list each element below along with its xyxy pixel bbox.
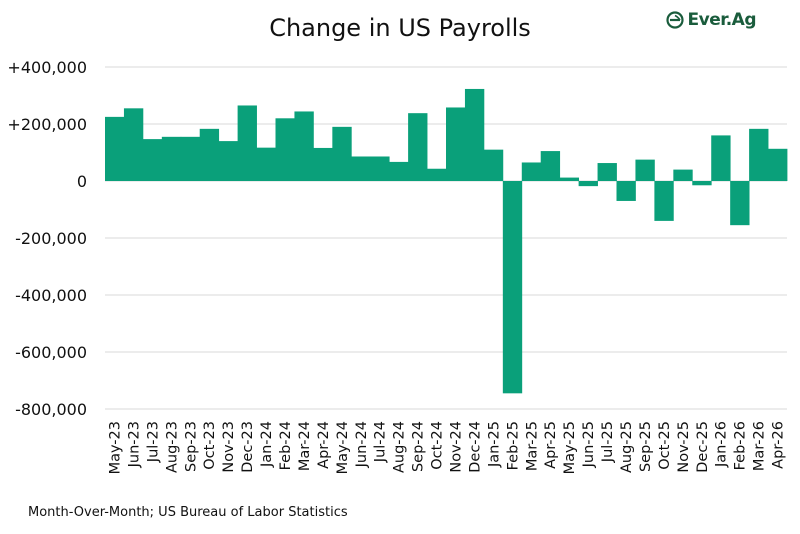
- x-tick-label: Jun-25: [581, 421, 597, 468]
- bar: [540, 151, 561, 181]
- bar: [389, 161, 409, 181]
- bar: [180, 136, 201, 181]
- bar: [332, 126, 352, 181]
- x-tick-label: Mar-25: [524, 421, 540, 471]
- x-tick-label: Jul-24: [373, 421, 389, 463]
- bar: [654, 181, 674, 221]
- x-tick-label: Apr-26: [771, 421, 787, 469]
- bar: [464, 88, 485, 181]
- brand-logo-text: Ever.Ag: [687, 10, 757, 30]
- x-tick-label: Feb-25: [505, 421, 521, 470]
- y-axis-ticks: +400,000 +200,000 0 -200,000 -400,000 -600,00…: [7, 58, 87, 419]
- bar: [105, 116, 125, 181]
- bar: [123, 108, 144, 181]
- bar: [597, 163, 617, 181]
- bar: [256, 147, 276, 181]
- x-tick-label: Feb-26: [733, 421, 749, 470]
- x-tick-label: Feb-24: [278, 421, 294, 470]
- bar: [408, 113, 428, 181]
- bar: [351, 156, 371, 181]
- x-tick-label: Nov-25: [676, 421, 692, 473]
- x-axis-ticks: May-23 Jun-23 Jul-23 Aug-23 Sep-23 Oct-23 Nov-…: [107, 421, 786, 474]
- bar: [711, 135, 731, 181]
- chart-title: Change in US Payrolls: [269, 14, 531, 42]
- x-tick-label: Aug-23: [164, 421, 180, 473]
- x-tick-label: Mar-26: [752, 421, 768, 471]
- bar: [521, 162, 542, 181]
- bar: [692, 181, 712, 186]
- y-tick-label: -600,000: [15, 343, 87, 362]
- y-tick-label: 0: [77, 172, 87, 191]
- x-tick-label: Oct-25: [657, 421, 673, 470]
- x-tick-label: Jun-24: [354, 421, 370, 468]
- x-tick-label: Aug-25: [619, 421, 635, 473]
- x-tick-label: May-24: [335, 421, 351, 474]
- y-tick-label: +200,000: [7, 115, 87, 134]
- bar: [749, 128, 769, 181]
- bar: [218, 141, 239, 181]
- x-tick-label: Jan-25: [486, 421, 502, 468]
- bar: [142, 139, 163, 181]
- bar: [237, 105, 257, 181]
- bar: [502, 181, 523, 394]
- y-tick-label: -800,000: [15, 400, 87, 419]
- x-tick-label: Jul-23: [145, 421, 161, 463]
- x-tick-label: Oct-24: [430, 421, 446, 470]
- y-tick-label: -200,000: [15, 229, 87, 248]
- x-tick-label: Dec-23: [240, 421, 256, 473]
- x-tick-label: Nov-24: [448, 421, 464, 473]
- bar: [578, 181, 598, 187]
- brand-logo: Ever.Ag: [665, 10, 757, 30]
- bar: [313, 147, 333, 181]
- x-tick-label: Jan-26: [714, 421, 730, 468]
- x-tick-label: Mar-24: [297, 421, 313, 471]
- x-tick-label: Jun-23: [126, 421, 142, 468]
- bar: [199, 128, 220, 181]
- x-tick-label: Jan-24: [259, 421, 275, 468]
- bar: [446, 107, 466, 181]
- bar: [483, 149, 504, 181]
- bar: [730, 181, 750, 226]
- bar: [768, 148, 788, 181]
- bar: [559, 177, 580, 181]
- x-tick-label: Oct-23: [202, 421, 218, 470]
- bar: [275, 118, 295, 181]
- x-tick-label: Nov-23: [221, 421, 237, 473]
- bar: [635, 159, 655, 181]
- x-tick-label: Apr-24: [316, 421, 332, 469]
- bar: [370, 156, 390, 181]
- x-tick-label: Dec-25: [695, 421, 711, 473]
- ever-ag-logo-icon: [665, 11, 684, 29]
- x-tick-label: Sep-23: [183, 421, 199, 472]
- x-tick-label: Aug-24: [392, 421, 408, 473]
- bars: [105, 88, 788, 394]
- x-tick-label: Sep-24: [411, 421, 427, 472]
- bar: [427, 168, 447, 181]
- x-tick-label: Apr-25: [543, 421, 559, 469]
- x-tick-label: Jul-25: [600, 421, 616, 463]
- y-tick-label: +400,000: [7, 58, 87, 77]
- x-tick-label: May-23: [107, 421, 123, 474]
- source-note: Month-Over-Month; US Bureau of Labor Sta…: [28, 505, 348, 520]
- y-tick-label: -400,000: [15, 286, 87, 305]
- x-tick-label: May-25: [562, 421, 578, 474]
- x-tick-label: Dec-24: [467, 421, 483, 473]
- bar: [294, 111, 314, 181]
- bar: [673, 169, 693, 181]
- bar: [161, 136, 182, 181]
- x-tick-label: Sep-25: [638, 421, 654, 472]
- bar: [616, 181, 636, 201]
